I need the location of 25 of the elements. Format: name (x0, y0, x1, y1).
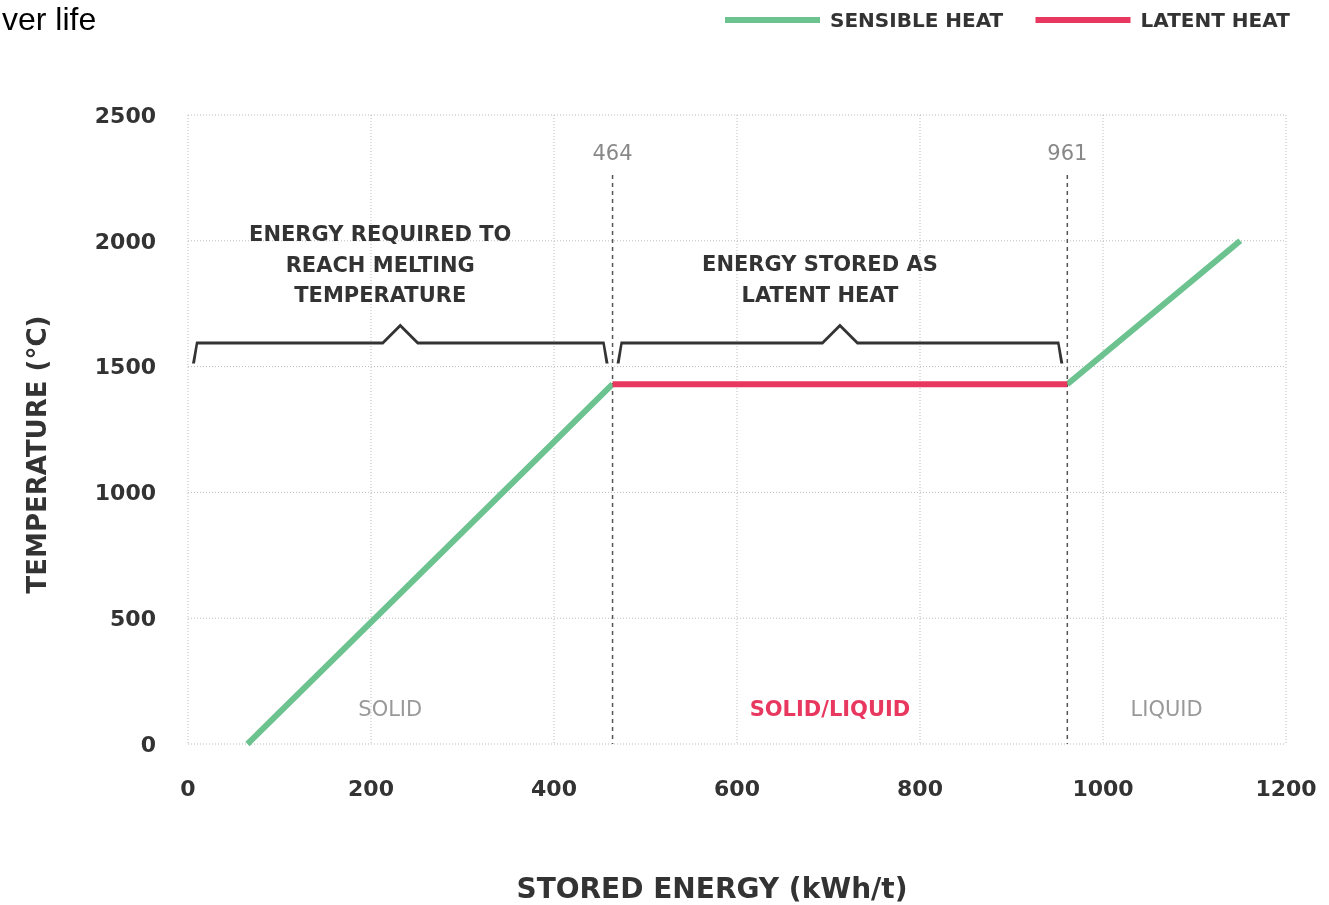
x-tick-label: 1200 (1255, 776, 1317, 801)
annotation: LIQUID (1130, 697, 1203, 721)
annotation: SOLID/LIQUID (749, 697, 911, 721)
y-tick-label: 1000 (94, 480, 156, 506)
x-tick-label: 800 (897, 776, 943, 801)
x-tick-label: 600 (714, 776, 760, 801)
x-tick-label: 1000 (1072, 776, 1134, 801)
legend-label: SENSIBLE HEAT (830, 8, 1004, 32)
annotation: ENERGY REQUIRED TO REACH MELTING TEMPERATURE (249, 222, 512, 308)
y-tick-label: 1500 (94, 354, 156, 380)
annotation: SOLID (358, 697, 423, 721)
legend-label: LATENT HEAT (1140, 8, 1291, 32)
ref-line-label: 961 (1047, 141, 1088, 165)
y-tick-label: 0 (140, 731, 156, 757)
y-axis-title: TEMPERATURE (°C) (22, 315, 52, 594)
ref-line-label: 464 (592, 141, 633, 165)
y-tick-label: 500 (110, 605, 156, 631)
x-tick-label: 0 (180, 776, 196, 801)
x-axis-title: STORED ENERGY (kWh/t) (516, 872, 908, 905)
x-tick-label: 200 (348, 776, 394, 801)
y-tick-label: 2500 (94, 102, 156, 128)
y-tick-label: 2000 (94, 228, 156, 254)
annotation: ENERGY STORED AS LATENT HEAT (702, 252, 938, 307)
x-tick-label: 400 (531, 776, 577, 801)
chart-title: ver life (2, 1, 97, 37)
